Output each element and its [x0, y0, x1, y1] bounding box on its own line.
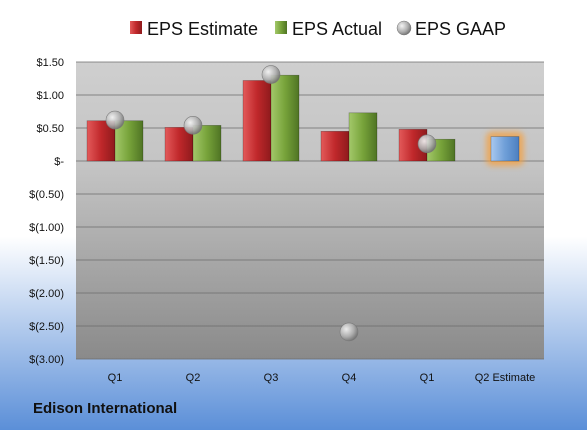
legend-label: EPS Actual: [292, 19, 382, 39]
eps-actual-bar: [270, 74, 300, 162]
y-tick-label: $(2.50): [29, 321, 64, 333]
legend-swatch: [275, 21, 287, 34]
y-tick-label: $0.50: [36, 123, 64, 135]
company-name: Edison International: [33, 400, 178, 417]
y-tick-label: $(1.50): [29, 255, 64, 267]
x-tick-label: Q3: [264, 372, 279, 384]
y-tick-label: $(0.50): [29, 189, 64, 201]
x-tick-label: Q1: [108, 372, 123, 384]
eps-actual-bar: [348, 112, 378, 162]
y-tick-label: $(1.00): [29, 222, 64, 234]
x-tick-label: Q2: [186, 372, 201, 384]
plot-area: [76, 62, 544, 359]
eps-gaap-marker: [261, 65, 281, 84]
legend-label: EPS Estimate: [147, 19, 258, 39]
y-tick-label: $1.00: [36, 90, 64, 102]
eps-gaap-marker: [417, 134, 437, 154]
x-tick-label: Q2 Estimate: [475, 372, 536, 384]
eps-estimate-bar: [320, 131, 350, 162]
legend-swatch: [130, 21, 142, 34]
eps-gaap-marker: [183, 116, 203, 135]
eps-estimate-bar: [242, 80, 272, 162]
y-tick-label: $1.50: [36, 57, 64, 69]
q2-estimate-bar: [490, 136, 520, 162]
y-tick-label: $(3.00): [29, 354, 64, 366]
y-tick-label: $(2.00): [29, 288, 64, 300]
x-tick-label: Q1: [420, 372, 435, 384]
legend-label: EPS GAAP: [415, 19, 506, 39]
y-tick-label: $-: [54, 156, 64, 168]
eps-gaap-marker: [105, 110, 125, 130]
x-tick-label: Q4: [342, 372, 357, 384]
legend-swatch: [396, 20, 412, 36]
eps-gaap-marker: [339, 322, 359, 342]
